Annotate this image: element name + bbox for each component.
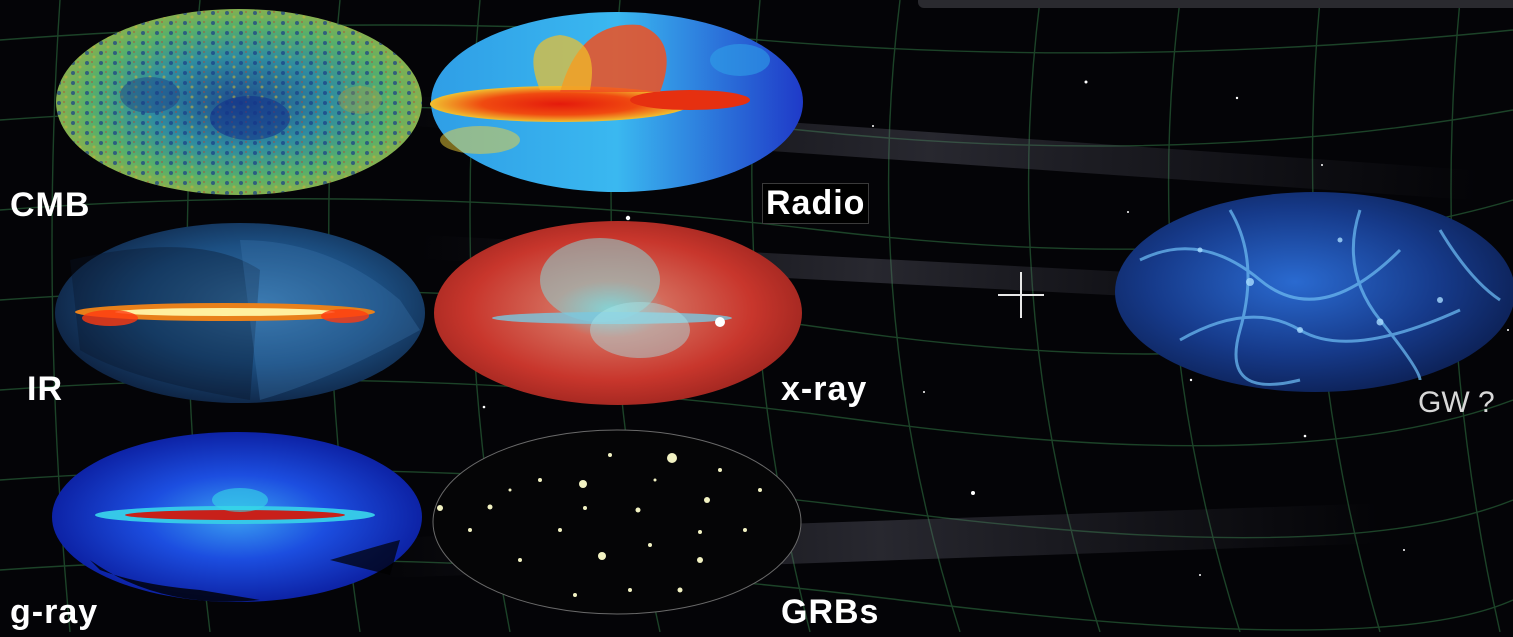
label-grbs: GRBs xyxy=(781,593,880,631)
ir-map xyxy=(55,223,425,403)
plus-sign xyxy=(998,272,1044,318)
window-edge xyxy=(918,0,1513,8)
label-cmb: CMB xyxy=(10,186,91,224)
radio-map xyxy=(430,12,803,192)
label-ir: IR xyxy=(27,370,63,408)
grbs-map xyxy=(432,429,802,615)
gray-map xyxy=(52,432,422,602)
stars xyxy=(482,15,1509,576)
xray-map xyxy=(434,221,802,405)
label-xray: x-ray xyxy=(781,370,868,408)
gw-map xyxy=(1115,192,1513,392)
label-radio: Radio xyxy=(762,183,870,224)
label-gw: GW ? xyxy=(1418,386,1495,419)
label-gray: g-ray xyxy=(10,593,99,631)
cmb-map xyxy=(56,9,422,195)
